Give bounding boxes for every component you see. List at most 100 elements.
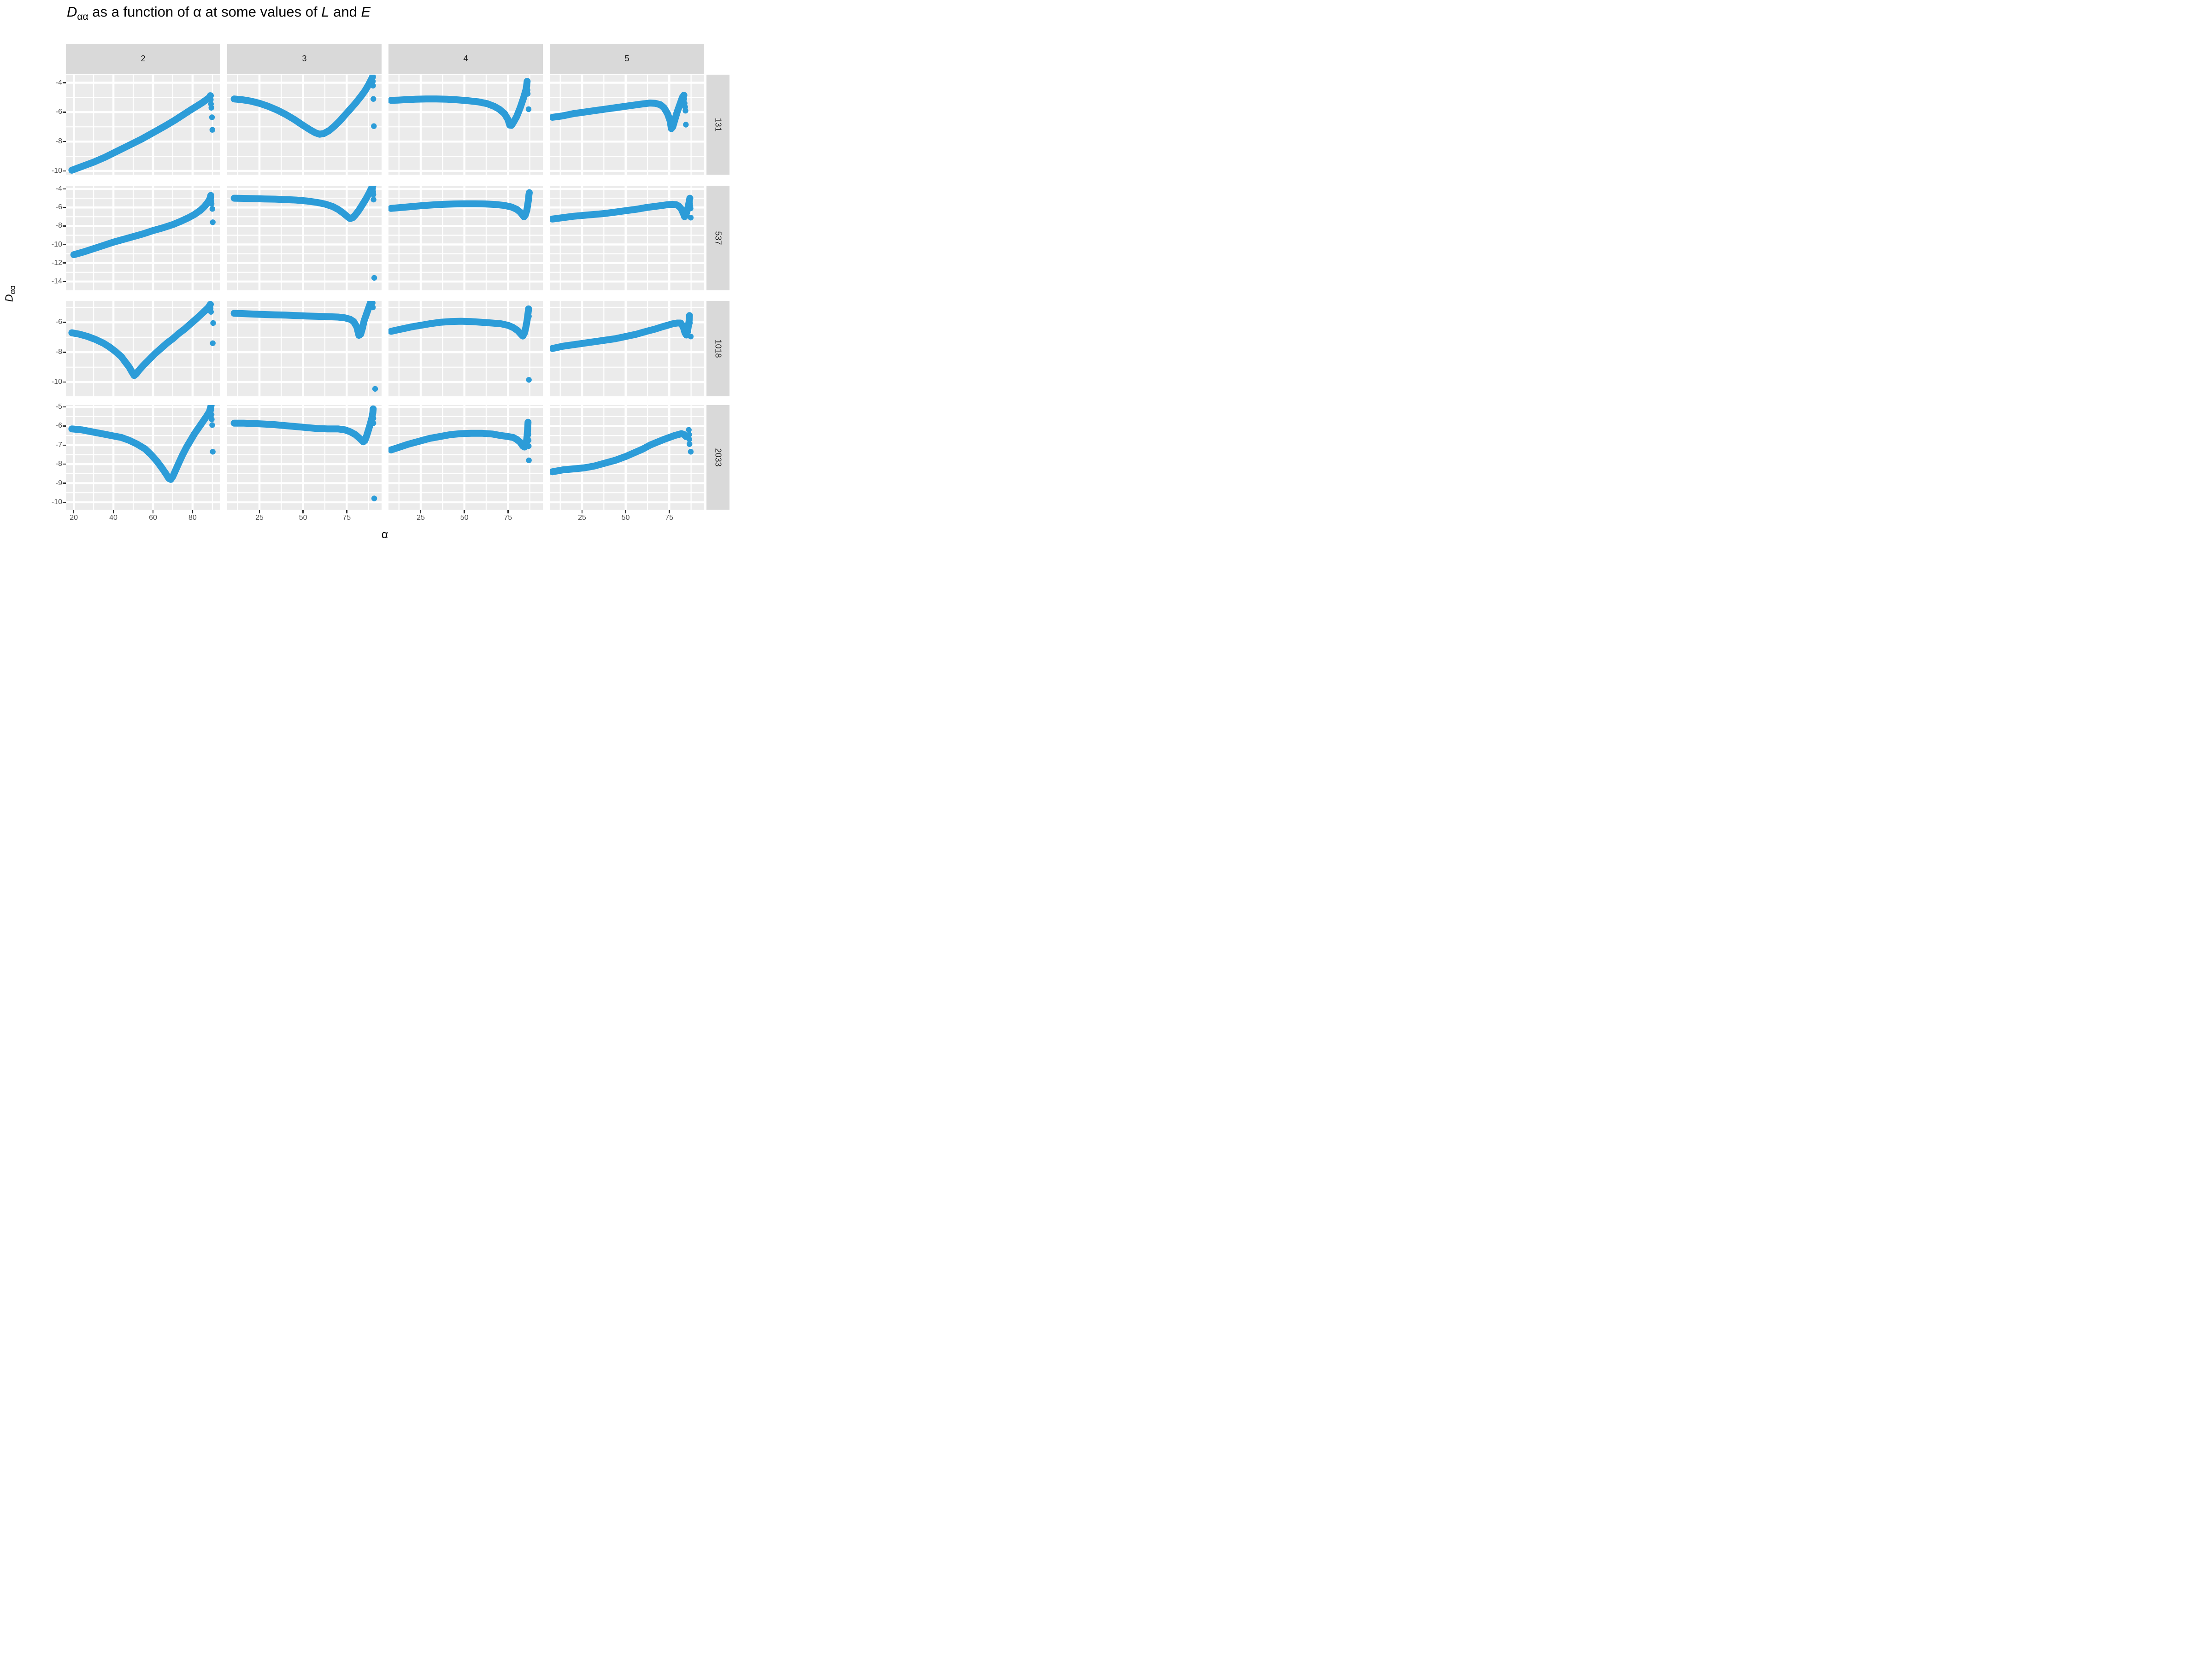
data-point bbox=[526, 457, 532, 464]
data-point bbox=[370, 411, 376, 417]
facet-row-strip-1018: 1018 bbox=[706, 301, 729, 396]
facet-row-strip-label: 131 bbox=[713, 118, 723, 132]
plot-title-part-3: L bbox=[321, 4, 329, 20]
y-tick-label: -5 bbox=[55, 403, 62, 411]
y-tick-mark bbox=[63, 501, 66, 503]
y-tick-label: -12 bbox=[51, 259, 62, 267]
data-point bbox=[688, 334, 694, 340]
facet-col-strip-4: 4 bbox=[388, 44, 543, 74]
y-axis-title-part-0: D bbox=[3, 294, 15, 302]
data-curve bbox=[68, 405, 215, 483]
x-tick-label: 25 bbox=[578, 514, 586, 522]
y-tick-label: -10 bbox=[51, 167, 62, 175]
data-point bbox=[371, 191, 377, 198]
data-point bbox=[688, 449, 694, 455]
data-point bbox=[209, 416, 215, 423]
y-axis-title: Dαα bbox=[3, 271, 18, 317]
facet-panel-L4-E131 bbox=[388, 75, 543, 175]
facet-col-strip-label: 4 bbox=[463, 54, 468, 63]
plot-title-part-5: E bbox=[361, 4, 371, 20]
y-tick-label: -4 bbox=[55, 78, 62, 87]
x-tick-mark bbox=[464, 510, 465, 513]
facet-panel-L2-E1018 bbox=[66, 301, 220, 396]
data-point bbox=[688, 215, 694, 221]
facet-panel-L3-E537 bbox=[227, 186, 382, 290]
x-tick-mark bbox=[581, 510, 583, 513]
data-point bbox=[370, 78, 376, 84]
data-curve bbox=[68, 301, 214, 379]
x-tick-label: 75 bbox=[342, 514, 351, 522]
data-point bbox=[371, 96, 377, 102]
y-tick-label: -9 bbox=[55, 479, 62, 487]
data-point bbox=[208, 97, 214, 103]
data-curve bbox=[388, 418, 532, 453]
data-point bbox=[209, 114, 215, 120]
facet-panel-L5-E537 bbox=[550, 186, 704, 290]
facet-panel-L4-E537 bbox=[388, 186, 543, 290]
y-tick-mark bbox=[63, 112, 66, 113]
x-tick-mark bbox=[112, 510, 114, 513]
data-point bbox=[371, 275, 377, 281]
y-tick-label: -8 bbox=[55, 460, 62, 468]
facet-col-strip-5: 5 bbox=[550, 44, 704, 74]
facet-col-strip-label: 3 bbox=[302, 54, 307, 63]
facet-panel-L2-E131 bbox=[66, 75, 220, 175]
data-curve bbox=[230, 405, 377, 446]
facet-col-strip-3: 3 bbox=[227, 44, 382, 74]
data-point bbox=[681, 96, 687, 102]
y-tick-label: -14 bbox=[51, 277, 62, 285]
y-tick-mark bbox=[63, 444, 66, 446]
facet-panel-L3-E131 bbox=[227, 75, 382, 175]
data-point bbox=[210, 219, 216, 225]
facet-panel-L5-E131 bbox=[550, 75, 704, 175]
y-tick-label: -10 bbox=[51, 498, 62, 506]
x-tick-mark bbox=[259, 510, 260, 513]
data-point bbox=[371, 415, 377, 422]
plot-title-part-1: αα bbox=[77, 12, 88, 22]
y-tick-mark bbox=[63, 188, 66, 190]
x-tick-mark bbox=[192, 510, 194, 513]
data-point bbox=[208, 105, 214, 111]
data-point bbox=[209, 422, 215, 428]
y-tick-label: -10 bbox=[51, 240, 62, 248]
y-tick-label: -7 bbox=[55, 441, 62, 449]
data-point bbox=[371, 196, 377, 203]
data-point bbox=[525, 425, 531, 431]
facet-panel-L3-E1018 bbox=[227, 301, 382, 396]
data-point bbox=[686, 427, 692, 433]
facet-col-strip-label: 2 bbox=[141, 54, 146, 63]
data-point bbox=[209, 206, 215, 212]
data-point bbox=[688, 206, 694, 212]
data-point bbox=[686, 431, 692, 438]
data-point bbox=[526, 443, 532, 449]
y-tick-mark bbox=[63, 206, 66, 208]
data-point bbox=[682, 108, 688, 114]
data-curve bbox=[388, 189, 533, 220]
data-point bbox=[526, 313, 532, 319]
data-curve bbox=[230, 301, 375, 339]
x-tick-mark bbox=[507, 510, 509, 513]
x-tick-mark bbox=[302, 510, 304, 513]
data-point bbox=[210, 449, 216, 455]
y-tick-mark bbox=[63, 381, 66, 383]
x-tick-mark bbox=[346, 510, 347, 513]
data-point bbox=[208, 412, 215, 418]
facet-row-strip-131: 131 bbox=[706, 75, 729, 175]
facet-row-strip-label: 1018 bbox=[713, 339, 723, 358]
facet-col-strip-label: 5 bbox=[624, 54, 629, 63]
x-tick-mark bbox=[625, 510, 626, 513]
data-curve bbox=[70, 192, 214, 259]
x-tick-label: 50 bbox=[299, 514, 307, 522]
x-tick-mark bbox=[73, 510, 75, 513]
plot-title: Dαα as a function of α at some values of… bbox=[67, 4, 371, 23]
facet-panel-L3-E2033 bbox=[227, 405, 382, 510]
x-tick-label: 25 bbox=[255, 514, 264, 522]
data-curve bbox=[550, 194, 694, 223]
data-point bbox=[370, 301, 376, 306]
data-point bbox=[210, 320, 216, 326]
data-curve bbox=[550, 312, 693, 352]
x-tick-label: 25 bbox=[417, 514, 425, 522]
y-tick-mark bbox=[63, 463, 66, 465]
x-tick-label: 75 bbox=[504, 514, 512, 522]
y-tick-label: -10 bbox=[51, 378, 62, 386]
